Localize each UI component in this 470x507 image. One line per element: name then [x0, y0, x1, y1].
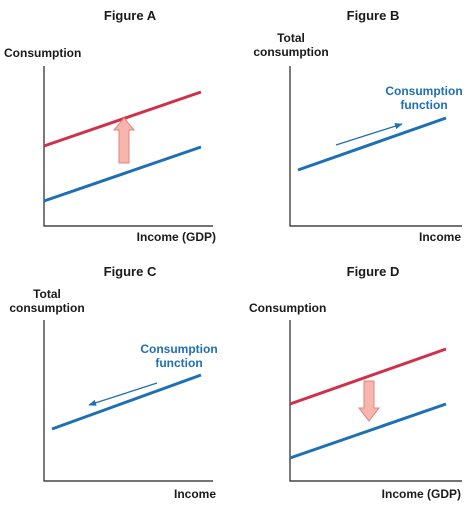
figure-d-y-axis-label: Consumption: [249, 301, 326, 315]
figure-a-consumption-line-original: [43, 145, 202, 203]
figure-a-consumption-line-shifted: [43, 90, 202, 148]
figure-d-downward-shift-arrow-icon: [357, 380, 381, 422]
figure-a-y-axis-label: Consumption: [4, 46, 81, 60]
figure-d-axes: [289, 320, 462, 482]
figure-b-axes: [289, 66, 462, 227]
figure-a-x-axis-label: Income (GDP): [137, 230, 216, 244]
figure-a: Figure A Consumption Income (GDP): [4, 8, 216, 244]
figure-d-consumption-line-shifted: [289, 402, 447, 460]
figure-b-y-axis-label-line1: Total: [277, 31, 305, 45]
figure-d-title: Figure D: [347, 264, 400, 279]
figure-b-consumption-function-line: [297, 116, 447, 172]
figure-b-title: Figure B: [347, 8, 400, 23]
figure-d-x-axis-label: Income (GDP): [382, 487, 461, 501]
figure-b: Figure B Total consumption Consumption f…: [253, 8, 462, 244]
figure-a-upward-shift-arrow-icon: [112, 117, 136, 164]
figure-b-y-axis-label-line2: consumption: [253, 45, 328, 59]
figure-d: Figure D Consumption Income (GDP): [249, 264, 462, 501]
figure-b-x-axis-label: Income: [419, 230, 461, 244]
figure-c-consumption-function-line: [51, 373, 202, 431]
figure-a-axes: [43, 66, 213, 227]
figure-c-function-label-line2: function: [155, 356, 202, 370]
figure-c-y-axis-label-line1: Total: [33, 287, 61, 301]
figure-b-function-label-line2: function: [400, 98, 447, 112]
figure-c-y-axis-label-line2: consumption: [9, 301, 84, 315]
figure-a-title: Figure A: [104, 8, 157, 23]
figure-b-movement-arrow-icon: [335, 123, 403, 146]
figure-c-axes: [43, 320, 213, 482]
figure-c: Figure C Total consumption Consumption f…: [9, 264, 217, 501]
figure-d-consumption-line-original: [289, 347, 447, 406]
figure-c-x-axis-label: Income: [174, 487, 216, 501]
figure-c-title: Figure C: [104, 264, 157, 279]
figure-c-function-label-line1: Consumption: [140, 342, 217, 356]
figure-b-function-label-line1: Consumption: [385, 84, 462, 98]
figure-c-movement-arrow-icon: [88, 382, 158, 406]
